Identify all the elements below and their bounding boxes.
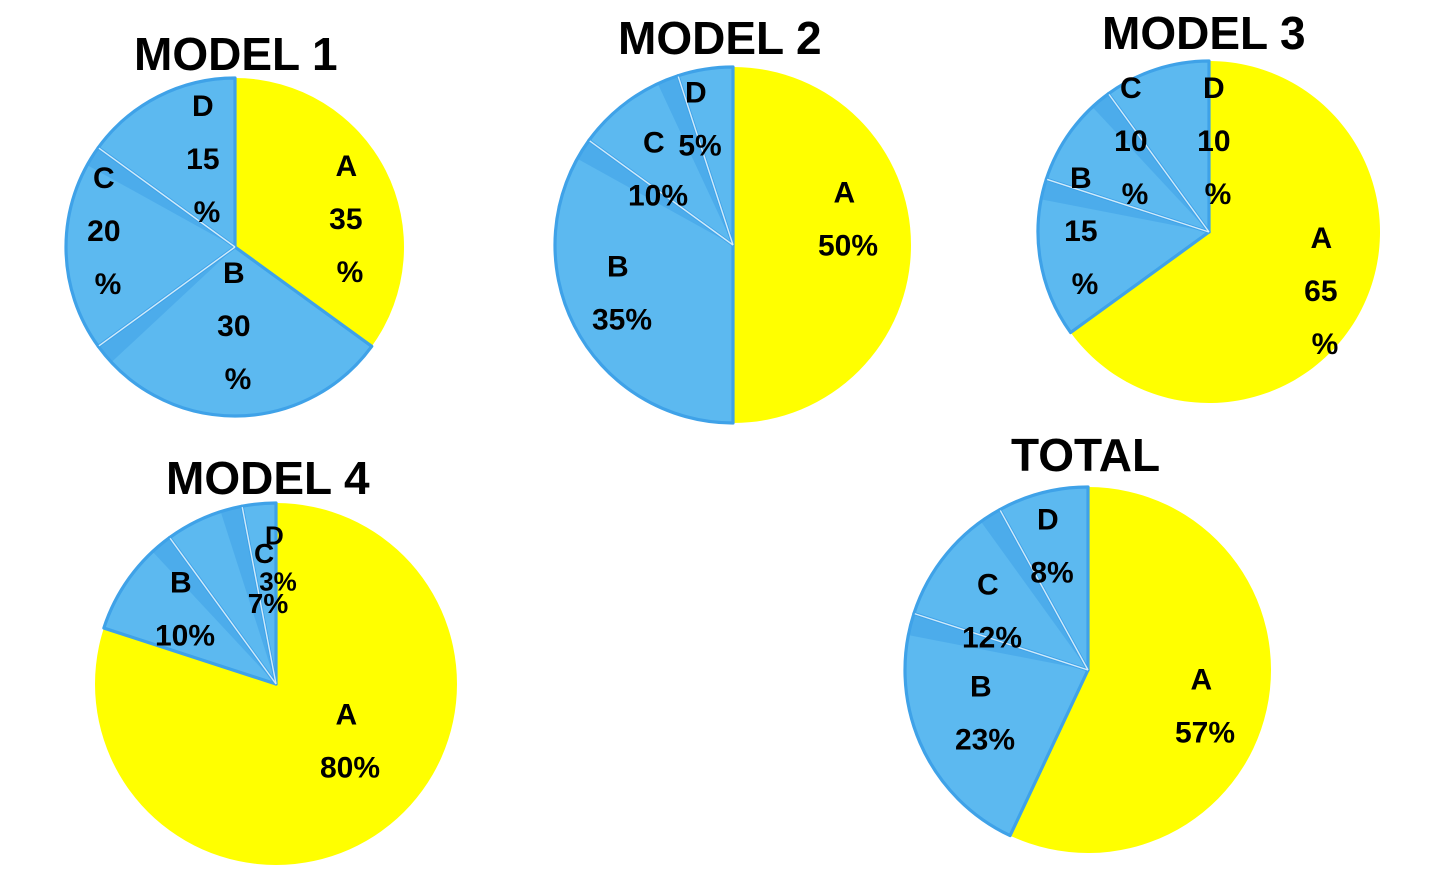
svg-text:MODEL 3: MODEL 3 [1102, 7, 1306, 59]
svg-text:MODEL 2: MODEL 2 [618, 12, 822, 64]
svg-text:MODEL 1: MODEL 1 [134, 28, 338, 80]
svg-text:TOTAL: TOTAL [1011, 429, 1160, 481]
svg-text:MODEL 4: MODEL 4 [166, 452, 370, 504]
